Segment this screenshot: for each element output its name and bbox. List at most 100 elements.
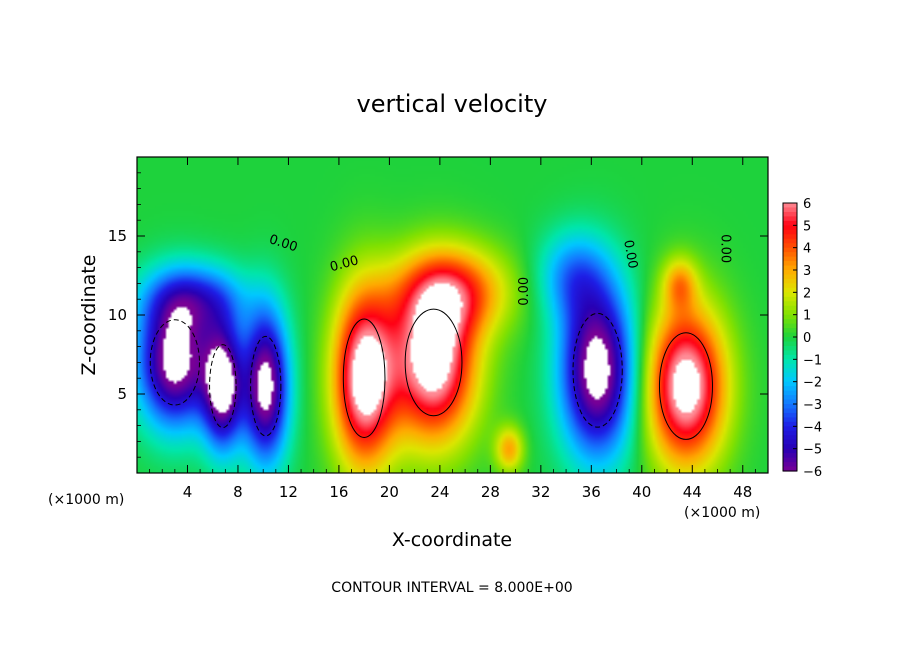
y-tick-label: 15 — [108, 227, 127, 245]
colorbar-swatch — [783, 466, 797, 472]
colorbar-swatch — [783, 234, 797, 240]
y-axis: 5 10 15 — [108, 172, 768, 458]
colorbar-swatch — [783, 292, 797, 298]
y-tick-label: 10 — [108, 306, 127, 324]
colorbar-swatch — [783, 247, 797, 253]
colorbar-swatch — [783, 390, 797, 396]
colorbar-swatch — [783, 319, 797, 325]
colorbar-swatch — [783, 399, 797, 405]
colorbar-swatch — [783, 252, 797, 258]
colorbar-swatch — [783, 332, 797, 338]
colorbar-swatch — [783, 359, 797, 365]
x-tick-label: 40 — [632, 483, 651, 501]
x-axis-label: X-coordinate — [392, 529, 512, 551]
x-tick-label: 20 — [380, 483, 399, 501]
colorbar: 6 5 4 3 2 1 0 −1 −2 −3 −4 −5 −6 — [782, 197, 822, 480]
colorbar-tick-label: −5 — [803, 443, 822, 458]
contour-line — [658, 332, 713, 440]
colorbar-swatch — [783, 287, 797, 293]
heatmap-field — [137, 157, 768, 473]
colorbar-swatch — [783, 296, 797, 302]
colorbar-tick-label: 2 — [803, 286, 811, 301]
colorbar-swatch — [783, 261, 797, 267]
x-tick-label: 32 — [531, 483, 550, 501]
colorbar-tick-label: 6 — [803, 197, 811, 212]
colorbar-swatch — [783, 337, 797, 343]
x-tick-label: 4 — [183, 483, 193, 501]
contour-interval-note: CONTOUR INTERVAL = 8.000E+00 — [331, 580, 572, 596]
colorbar-swatch — [783, 444, 797, 450]
colorbar-tick-label: −3 — [803, 398, 822, 413]
colorbar-swatch — [783, 435, 797, 441]
colorbar-swatch — [783, 448, 797, 454]
colorbar-swatch — [783, 270, 797, 276]
contour-label: 0.00 — [517, 277, 532, 306]
x-axis: 4 8 12 16 20 24 28 32 36 40 44 48 — [149, 157, 756, 501]
x-tick-label: 24 — [430, 483, 449, 501]
contour-line — [209, 344, 237, 429]
y-axis-label: Z-coordinate — [78, 255, 100, 376]
colorbar-swatch — [783, 395, 797, 401]
colorbar-swatch — [783, 207, 797, 213]
colorbar-tick-label: −4 — [803, 420, 822, 435]
x-tick-label: 28 — [481, 483, 500, 501]
colorbar-swatch — [783, 211, 797, 217]
x-tick-label: 16 — [329, 483, 348, 501]
colorbar-swatch — [783, 323, 797, 329]
colorbar-swatch — [783, 421, 797, 427]
colorbar-swatch — [783, 386, 797, 392]
colorbar-swatch — [783, 408, 797, 414]
contour-line — [250, 335, 282, 437]
x-tick-label: 44 — [683, 483, 702, 501]
plot-area: 0.000.000.000.00 0.00 — [136, 156, 769, 474]
colorbar-swatch — [783, 238, 797, 244]
colorbar-swatch — [783, 368, 797, 374]
colorbar-swatch — [783, 430, 797, 436]
colorbar-swatch — [783, 278, 797, 284]
colorbar-tick-label: 0 — [803, 331, 811, 346]
contour-label: 0.00 — [620, 239, 640, 270]
colorbar-tick-label: −1 — [803, 353, 822, 368]
x-tick-label: 12 — [279, 483, 298, 501]
colorbar-tick-label: 3 — [803, 264, 811, 279]
colorbar-swatch — [783, 256, 797, 262]
colorbar-swatch — [783, 229, 797, 235]
colorbar-swatch — [783, 328, 797, 334]
colorbar-swatch — [783, 310, 797, 316]
colorbar-swatch — [783, 265, 797, 271]
chart-title: vertical velocity — [357, 90, 548, 118]
contour-line — [149, 319, 200, 406]
colorbar-swatch — [783, 372, 797, 378]
contour-labels: 0.000.000.000.00 0.00 — [267, 232, 732, 306]
colorbar-swatch — [783, 417, 797, 423]
colorbar-swatch — [783, 305, 797, 311]
colorbar-tick-label: −6 — [803, 465, 822, 480]
contour-label: 0.00 — [328, 253, 360, 275]
colorbar-swatch — [783, 404, 797, 410]
colorbar-swatch — [783, 453, 797, 459]
colorbar-swatch — [783, 412, 797, 418]
colorbar-swatch — [783, 301, 797, 307]
colorbar-swatch — [783, 377, 797, 383]
colorbar-swatch — [783, 220, 797, 226]
colorbar-swatch — [783, 274, 797, 280]
colorbar-swatch — [783, 354, 797, 360]
x-tick-label: 48 — [733, 483, 752, 501]
colorbar-swatch — [783, 345, 797, 351]
x-tick-label: 36 — [582, 483, 601, 501]
colorbar-swatch — [783, 462, 797, 468]
colorbar-swatch — [783, 381, 797, 387]
colorbar-tick-label: 4 — [803, 242, 811, 257]
x-unit-left: (×1000 m) — [48, 492, 124, 508]
x-tick-label: 8 — [233, 483, 243, 501]
colorbar-swatch — [783, 341, 797, 347]
colorbar-tick-label: 5 — [803, 219, 811, 234]
colorbar-swatch — [783, 314, 797, 320]
colorbar-swatch — [783, 225, 797, 231]
colorbar-swatch — [783, 243, 797, 249]
colorbar-swatch — [783, 439, 797, 445]
contour-label: 0.00 — [717, 234, 732, 263]
colorbar-tick-label: −2 — [803, 376, 822, 391]
colorbar-tick-label: 1 — [803, 309, 811, 324]
